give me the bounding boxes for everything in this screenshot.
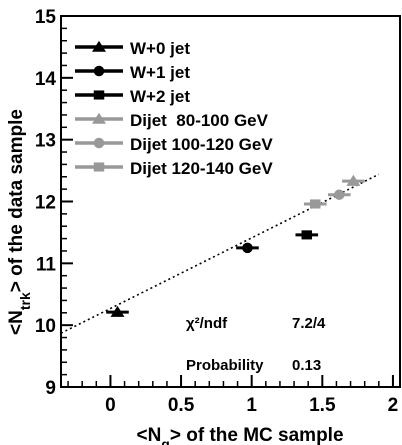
y-tick-label: 10 — [35, 316, 56, 337]
y-tick-label: 12 — [35, 193, 56, 214]
x-axis-label-rest: > of the MC sample — [170, 425, 344, 445]
chi2-label: χ²/ndf — [186, 315, 228, 332]
data-point — [242, 242, 253, 254]
y-axis-label: <Ntrk> of the data sample — [6, 109, 33, 335]
y-tick-label: 11 — [36, 254, 57, 275]
x-tick-label: 2 — [388, 395, 399, 416]
x-tick-label: 1 — [246, 395, 257, 416]
y-tick-label: 14 — [35, 69, 57, 90]
legend-marker — [92, 112, 106, 124]
x-tick-label: 0 — [105, 395, 116, 416]
fit-annotations: χ²/ndf 7.2/4 Probability 0.13 — [186, 315, 326, 374]
x-tick-label: 1.5 — [309, 395, 336, 416]
legend-label: Dijet 80-100 GeV — [130, 111, 269, 130]
y-axis-label-rest: > of the data sample — [6, 109, 27, 292]
probability-value: 0.13 — [292, 357, 321, 374]
legend-label: W+0 jet — [130, 39, 190, 58]
x-axis-label-sub: g — [161, 436, 170, 445]
y-axis-label-sub: trk — [17, 292, 33, 310]
axes: 9 10 11 12 13 14 15 0 0.5 1 1.5 2 — [35, 7, 401, 416]
legend-label: Dijet 120-140 GeV — [130, 159, 273, 178]
legend-marker — [93, 90, 105, 100]
legend-marker — [92, 40, 106, 52]
fit-line-layer — [60, 173, 380, 334]
y-tick-label: 9 — [45, 378, 56, 399]
legend: W+0 jet W+1 jet W+2 jet Dijet 80-100 GeV Dij… — [75, 39, 273, 178]
y-tick-label: 15 — [35, 7, 57, 28]
x-axis-label: <Ng> of the MC sample — [136, 425, 343, 445]
data-point — [346, 174, 361, 186]
data-point — [110, 305, 125, 317]
x-tick-label: 0.5 — [168, 395, 195, 416]
probability-label: Probability — [186, 357, 264, 374]
data-point — [310, 199, 321, 209]
fit-line — [60, 173, 380, 334]
legend-label: W+1 jet — [130, 63, 190, 82]
legend-marker — [93, 162, 105, 172]
legend-marker — [93, 65, 105, 77]
data-point — [334, 189, 345, 200]
legend-label: W+2 jet — [130, 87, 190, 106]
data-points — [106, 174, 365, 317]
data-point — [301, 230, 313, 240]
y-tick-label: 13 — [35, 131, 56, 152]
chi2-value: 7.2/4 — [292, 315, 326, 332]
legend-marker — [93, 137, 105, 149]
legend-label: Dijet 100-120 GeV — [130, 135, 273, 154]
